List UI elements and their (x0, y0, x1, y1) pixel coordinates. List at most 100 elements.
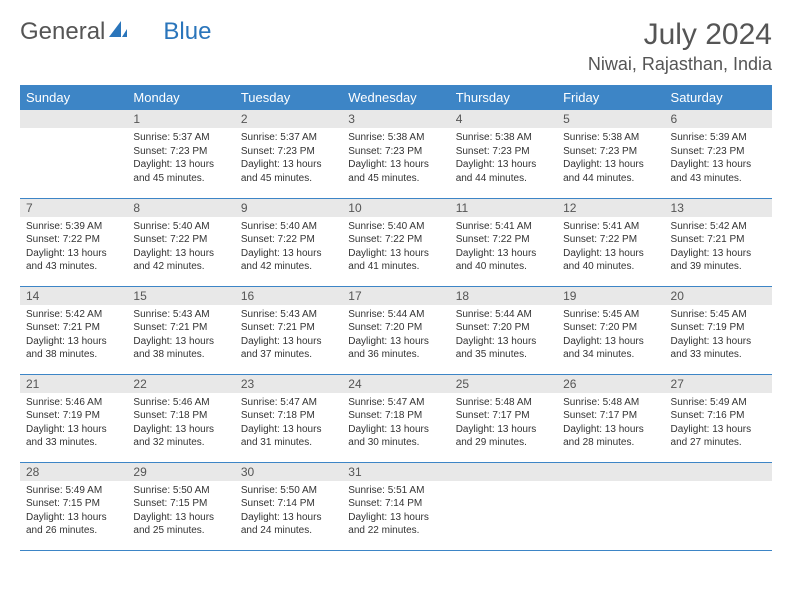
calendar-cell: 24Sunrise: 5:47 AMSunset: 7:18 PMDayligh… (342, 374, 449, 462)
day-content: Sunrise: 5:45 AMSunset: 7:20 PMDaylight:… (557, 305, 664, 366)
calendar-cell: 26Sunrise: 5:48 AMSunset: 7:17 PMDayligh… (557, 374, 664, 462)
calendar-cell: 20Sunrise: 5:45 AMSunset: 7:19 PMDayligh… (665, 286, 772, 374)
calendar-row: 14Sunrise: 5:42 AMSunset: 7:21 PMDayligh… (20, 286, 772, 374)
calendar-cell-empty (557, 462, 664, 550)
calendar-cell: 22Sunrise: 5:46 AMSunset: 7:18 PMDayligh… (127, 374, 234, 462)
calendar-cell: 25Sunrise: 5:48 AMSunset: 7:17 PMDayligh… (450, 374, 557, 462)
calendar-cell: 23Sunrise: 5:47 AMSunset: 7:18 PMDayligh… (235, 374, 342, 462)
day-number: 25 (450, 375, 557, 393)
day-content: Sunrise: 5:49 AMSunset: 7:16 PMDaylight:… (665, 393, 772, 454)
day-content: Sunrise: 5:42 AMSunset: 7:21 PMDaylight:… (665, 217, 772, 278)
day-content: Sunrise: 5:38 AMSunset: 7:23 PMDaylight:… (557, 128, 664, 189)
calendar-body: 1Sunrise: 5:37 AMSunset: 7:23 PMDaylight… (20, 110, 772, 550)
calendar-cell: 13Sunrise: 5:42 AMSunset: 7:21 PMDayligh… (665, 198, 772, 286)
day-number: 9 (235, 199, 342, 217)
day-number: 27 (665, 375, 772, 393)
day-number: 24 (342, 375, 449, 393)
day-number: 15 (127, 287, 234, 305)
day-content: Sunrise: 5:37 AMSunset: 7:23 PMDaylight:… (235, 128, 342, 189)
day-number: 5 (557, 110, 664, 128)
day-content: Sunrise: 5:43 AMSunset: 7:21 PMDaylight:… (127, 305, 234, 366)
day-content: Sunrise: 5:51 AMSunset: 7:14 PMDaylight:… (342, 481, 449, 542)
logo-sail-icon (107, 18, 129, 46)
calendar-cell: 3Sunrise: 5:38 AMSunset: 7:23 PMDaylight… (342, 110, 449, 198)
day-number: 13 (665, 199, 772, 217)
calendar-cell: 15Sunrise: 5:43 AMSunset: 7:21 PMDayligh… (127, 286, 234, 374)
calendar-cell: 9Sunrise: 5:40 AMSunset: 7:22 PMDaylight… (235, 198, 342, 286)
calendar-cell: 5Sunrise: 5:38 AMSunset: 7:23 PMDaylight… (557, 110, 664, 198)
calendar-cell: 30Sunrise: 5:50 AMSunset: 7:14 PMDayligh… (235, 462, 342, 550)
day-number: 26 (557, 375, 664, 393)
day-content: Sunrise: 5:43 AMSunset: 7:21 PMDaylight:… (235, 305, 342, 366)
day-number: 7 (20, 199, 127, 217)
header: General Blue July 2024 Niwai, Rajasthan,… (20, 18, 772, 75)
day-number: 30 (235, 463, 342, 481)
day-number: 1 (127, 110, 234, 128)
day-content: Sunrise: 5:44 AMSunset: 7:20 PMDaylight:… (450, 305, 557, 366)
day-number: 29 (127, 463, 234, 481)
day-number: 6 (665, 110, 772, 128)
calendar-cell-empty (665, 462, 772, 550)
calendar-cell: 31Sunrise: 5:51 AMSunset: 7:14 PMDayligh… (342, 462, 449, 550)
day-content: Sunrise: 5:44 AMSunset: 7:20 PMDaylight:… (342, 305, 449, 366)
day-number: 16 (235, 287, 342, 305)
logo-text-blue: Blue (163, 18, 211, 46)
day-number: 17 (342, 287, 449, 305)
day-content: Sunrise: 5:40 AMSunset: 7:22 PMDaylight:… (342, 217, 449, 278)
calendar-cell: 17Sunrise: 5:44 AMSunset: 7:20 PMDayligh… (342, 286, 449, 374)
weekday-header: Saturday (665, 85, 772, 110)
calendar-cell: 14Sunrise: 5:42 AMSunset: 7:21 PMDayligh… (20, 286, 127, 374)
title-block: July 2024 Niwai, Rajasthan, India (588, 18, 772, 75)
calendar-cell: 2Sunrise: 5:37 AMSunset: 7:23 PMDaylight… (235, 110, 342, 198)
day-number: 23 (235, 375, 342, 393)
weekday-header: Friday (557, 85, 664, 110)
calendar-table: Sunday Monday Tuesday Wednesday Thursday… (20, 85, 772, 551)
calendar-cell: 10Sunrise: 5:40 AMSunset: 7:22 PMDayligh… (342, 198, 449, 286)
month-title: July 2024 (588, 18, 772, 52)
day-number: 22 (127, 375, 234, 393)
weekday-header: Monday (127, 85, 234, 110)
day-number: 12 (557, 199, 664, 217)
day-content: Sunrise: 5:42 AMSunset: 7:21 PMDaylight:… (20, 305, 127, 366)
day-content: Sunrise: 5:50 AMSunset: 7:14 PMDaylight:… (235, 481, 342, 542)
day-number: 4 (450, 110, 557, 128)
day-content: Sunrise: 5:48 AMSunset: 7:17 PMDaylight:… (557, 393, 664, 454)
day-content: Sunrise: 5:49 AMSunset: 7:15 PMDaylight:… (20, 481, 127, 542)
day-number: 19 (557, 287, 664, 305)
calendar-cell: 1Sunrise: 5:37 AMSunset: 7:23 PMDaylight… (127, 110, 234, 198)
day-number: 8 (127, 199, 234, 217)
day-content: Sunrise: 5:39 AMSunset: 7:22 PMDaylight:… (20, 217, 127, 278)
calendar-row: 7Sunrise: 5:39 AMSunset: 7:22 PMDaylight… (20, 198, 772, 286)
day-number: 31 (342, 463, 449, 481)
weekday-header: Tuesday (235, 85, 342, 110)
calendar-cell: 21Sunrise: 5:46 AMSunset: 7:19 PMDayligh… (20, 374, 127, 462)
day-number: 21 (20, 375, 127, 393)
day-content: Sunrise: 5:38 AMSunset: 7:23 PMDaylight:… (342, 128, 449, 189)
day-number: 20 (665, 287, 772, 305)
location: Niwai, Rajasthan, India (588, 54, 772, 75)
calendar-cell: 8Sunrise: 5:40 AMSunset: 7:22 PMDaylight… (127, 198, 234, 286)
calendar-cell: 6Sunrise: 5:39 AMSunset: 7:23 PMDaylight… (665, 110, 772, 198)
calendar-cell: 12Sunrise: 5:41 AMSunset: 7:22 PMDayligh… (557, 198, 664, 286)
weekday-header: Sunday (20, 85, 127, 110)
day-number: 18 (450, 287, 557, 305)
day-number: 2 (235, 110, 342, 128)
calendar-cell: 28Sunrise: 5:49 AMSunset: 7:15 PMDayligh… (20, 462, 127, 550)
weekday-header: Thursday (450, 85, 557, 110)
calendar-row: 28Sunrise: 5:49 AMSunset: 7:15 PMDayligh… (20, 462, 772, 550)
day-content: Sunrise: 5:38 AMSunset: 7:23 PMDaylight:… (450, 128, 557, 189)
weekday-header: Wednesday (342, 85, 449, 110)
day-content: Sunrise: 5:46 AMSunset: 7:18 PMDaylight:… (127, 393, 234, 454)
day-content: Sunrise: 5:41 AMSunset: 7:22 PMDaylight:… (450, 217, 557, 278)
logo: General Blue (20, 18, 211, 46)
calendar-cell: 29Sunrise: 5:50 AMSunset: 7:15 PMDayligh… (127, 462, 234, 550)
day-content: Sunrise: 5:46 AMSunset: 7:19 PMDaylight:… (20, 393, 127, 454)
calendar-cell-empty (450, 462, 557, 550)
calendar-cell: 4Sunrise: 5:38 AMSunset: 7:23 PMDaylight… (450, 110, 557, 198)
day-content: Sunrise: 5:39 AMSunset: 7:23 PMDaylight:… (665, 128, 772, 189)
day-number: 14 (20, 287, 127, 305)
calendar-cell: 11Sunrise: 5:41 AMSunset: 7:22 PMDayligh… (450, 198, 557, 286)
calendar-cell: 7Sunrise: 5:39 AMSunset: 7:22 PMDaylight… (20, 198, 127, 286)
calendar-row: 21Sunrise: 5:46 AMSunset: 7:19 PMDayligh… (20, 374, 772, 462)
day-content: Sunrise: 5:37 AMSunset: 7:23 PMDaylight:… (127, 128, 234, 189)
